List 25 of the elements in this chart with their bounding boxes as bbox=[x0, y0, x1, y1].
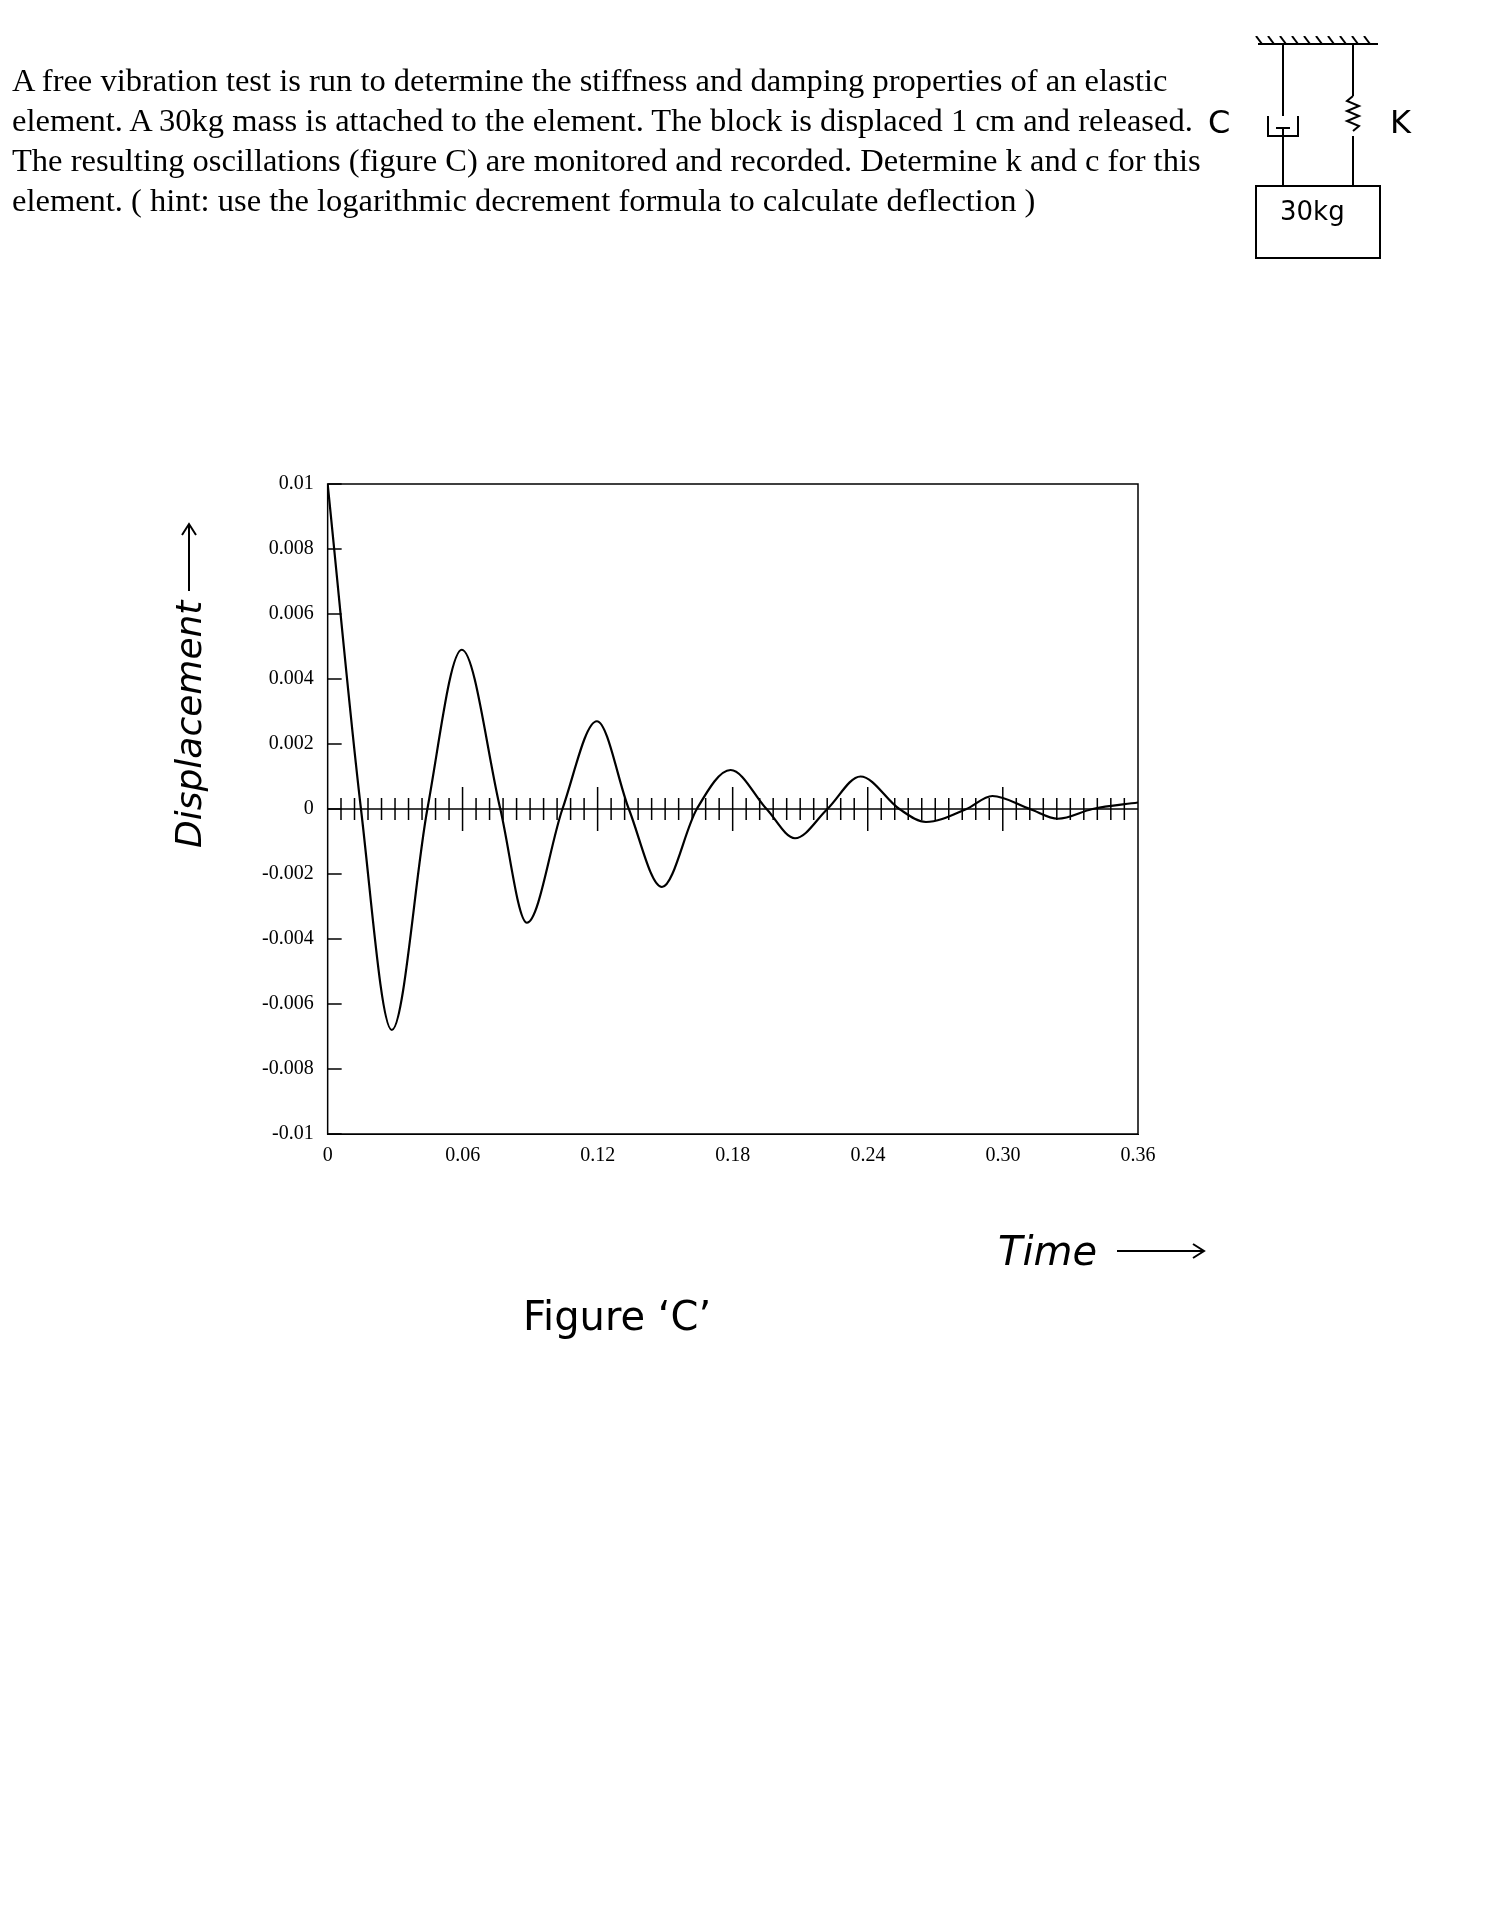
text: C bbox=[1208, 103, 1231, 141]
x-tick-label: 0.12 bbox=[580, 1143, 616, 1166]
y-tick-label: 0.006 bbox=[268, 601, 314, 624]
y-tick-label: -0.01 bbox=[271, 1121, 314, 1144]
y-tick-label: 0.004 bbox=[268, 666, 314, 689]
y-tick-label: 0.002 bbox=[268, 731, 314, 754]
chart-title: A free vibration test is run to determine the stiffness and damping properties of an elastic element. A 30kg mass is attached to the element. The block is displaced 1 cm and released. The resulting oscillations (figure C) are monitored and recorded. Determine k and c for this element. ( hint: use the logarithmic decrement formula to calculate deflection ) bbox=[12, 62, 1201, 218]
y-tick-label: -0.008 bbox=[261, 1056, 314, 1079]
x-tick-label: 0.30 bbox=[985, 1143, 1021, 1166]
y-tick-label: -0.002 bbox=[261, 861, 314, 884]
x-tick-label: 0.36 bbox=[1120, 1143, 1156, 1166]
y-tick-label: 0.008 bbox=[268, 536, 314, 559]
x-tick-label: 0.24 bbox=[850, 1143, 886, 1166]
y-tick-label: 0 bbox=[303, 796, 314, 819]
text: 30kg bbox=[1280, 196, 1345, 226]
y-tick-label: -0.006 bbox=[261, 991, 314, 1014]
y-tick-label: 0.01 bbox=[278, 471, 314, 494]
x-tick-label: 0.06 bbox=[445, 1143, 481, 1166]
x-tick-label: 0 bbox=[322, 1143, 333, 1166]
text: Figure ‘C’ bbox=[523, 1293, 712, 1339]
y-axis-title: Displacement bbox=[168, 600, 209, 848]
y-tick-label: -0.004 bbox=[261, 926, 314, 949]
text: K bbox=[1390, 103, 1411, 141]
x-tick-label: 0.18 bbox=[715, 1143, 751, 1166]
x-axis-title: Time bbox=[998, 1228, 1098, 1274]
